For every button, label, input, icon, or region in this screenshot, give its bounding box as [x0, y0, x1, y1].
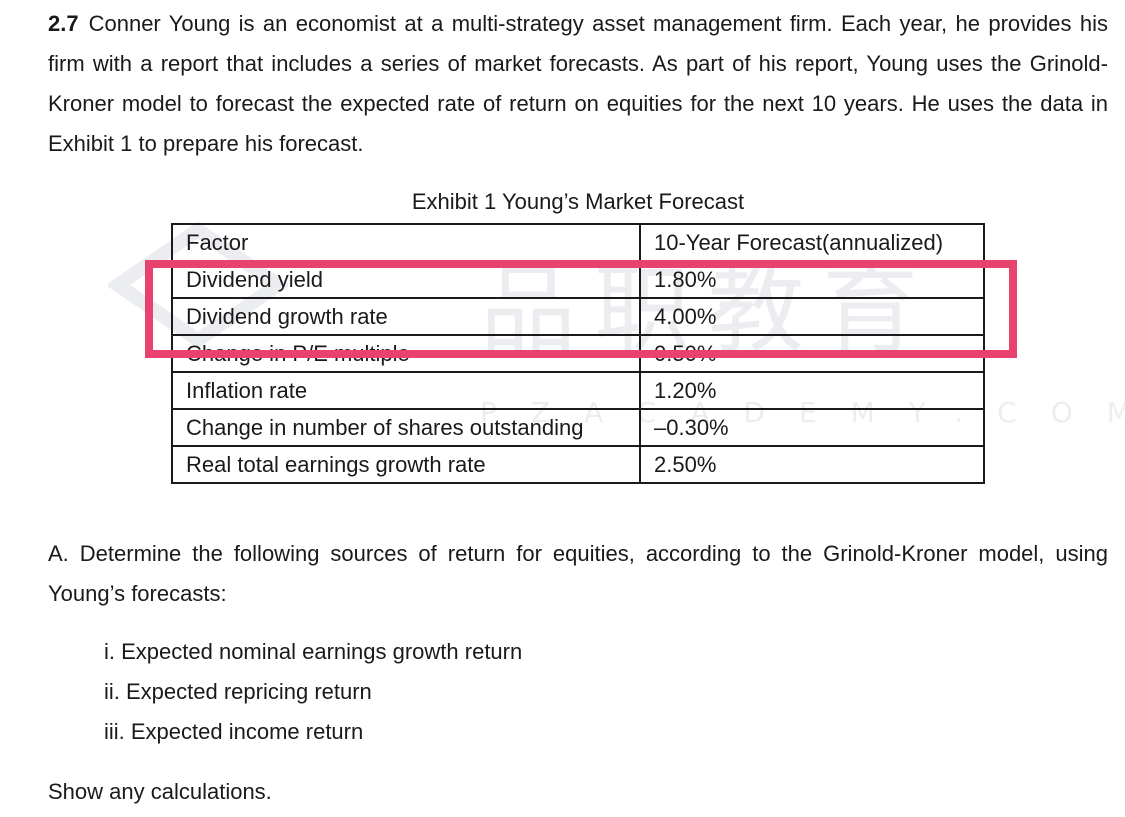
- intro-text: Conner Young is an economist at a multi-…: [48, 11, 1108, 156]
- factor-cell: Real total earnings growth rate: [171, 445, 641, 484]
- header-forecast: 10-Year Forecast(annualized): [639, 223, 985, 262]
- table-row: Inflation rate 1.20%: [171, 371, 985, 410]
- factor-cell: Dividend growth rate: [171, 297, 641, 336]
- table-row: Change in P/E multiple 0.50%: [171, 334, 985, 373]
- forecast-cell: 2.50%: [639, 445, 985, 484]
- forecast-cell: 1.20%: [639, 371, 985, 410]
- factor-cell: Inflation rate: [171, 371, 641, 410]
- question-prompt: A. Determine the following sources of re…: [48, 541, 1108, 606]
- list-item: i. Expected nominal earnings growth retu…: [104, 639, 523, 664]
- sub-question-list: i. Expected nominal earnings growth retu…: [104, 632, 522, 752]
- exhibit-caption: Exhibit 1 Young’s Market Forecast: [411, 189, 745, 214]
- forecast-cell: 1.80%: [639, 260, 985, 299]
- question-number: 2.7: [48, 11, 79, 36]
- forecast-cell: 0.50%: [639, 334, 985, 373]
- intro-paragraph: 2.7 Conner Young is an economist at a mul…: [48, 4, 1108, 164]
- table-row: Real total earnings growth rate 2.50%: [171, 445, 985, 484]
- closing-instruction: Show any calculations.: [48, 779, 272, 804]
- factor-cell: Dividend yield: [171, 260, 641, 299]
- table-row: Dividend yield 1.80%: [171, 260, 985, 299]
- exhibit-table: Factor 10-Year Forecast(annualized) Divi…: [171, 223, 985, 484]
- forecast-cell: 4.00%: [639, 297, 985, 336]
- table-header-row: Factor 10-Year Forecast(annualized): [171, 223, 985, 262]
- list-item: iii. Expected income return: [104, 719, 364, 744]
- factor-cell: Change in P/E multiple: [171, 334, 641, 373]
- factor-cell: Change in number of shares outstanding: [171, 408, 641, 447]
- list-item: ii. Expected repricing return: [104, 679, 372, 704]
- table-row: Dividend growth rate 4.00%: [171, 297, 985, 336]
- header-factor: Factor: [171, 223, 641, 262]
- table-row: Change in number of shares outstanding –…: [171, 408, 985, 447]
- forecast-cell: –0.30%: [639, 408, 985, 447]
